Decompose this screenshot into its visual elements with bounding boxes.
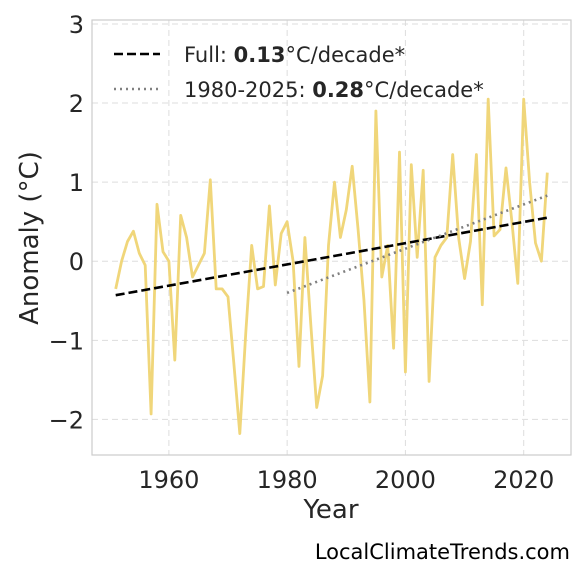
y-tick-label: 1	[69, 169, 84, 197]
legend-entry-recent: 1980-2025: 0.28°C/decade*	[184, 78, 484, 102]
series-layer	[114, 97, 549, 436]
y-tick-label: −2	[49, 406, 84, 434]
plot-frame	[91, 19, 572, 456]
x-axis-label: Year	[302, 495, 358, 525]
legend-recent-prefix: 1980-2025:	[184, 78, 312, 102]
x-tick-label: 2000	[375, 466, 436, 494]
y-tick-label: 2	[69, 90, 84, 118]
watermark: LocalClimateTrends.com	[315, 540, 570, 564]
x-tick-label: 1980	[257, 466, 318, 494]
legend-full-suffix: °C/decade*	[286, 43, 406, 67]
grid	[92, 20, 571, 455]
recent-trend-line	[286, 194, 548, 295]
x-tick-label: 1960	[138, 466, 199, 494]
y-tick-label: −1	[49, 327, 84, 355]
legend-recent-value: 0.28	[312, 78, 364, 102]
full-trend-line	[115, 216, 548, 297]
anomaly-line	[114, 97, 549, 436]
legend: Full: 0.13°C/decade* 1980-2025: 0.28°C/d…	[114, 43, 484, 102]
tick-labels: 1960 1980 2000 2020 −2 −1 0 1 2 3	[49, 11, 555, 494]
legend-recent-suffix: °C/decade*	[364, 78, 484, 102]
legend-full-prefix: Full:	[184, 43, 234, 67]
legend-full-value: 0.13	[234, 43, 286, 67]
legend-entry-full: Full: 0.13°C/decade*	[184, 43, 405, 67]
y-tick-label: 3	[69, 11, 84, 39]
x-tick-label: 2020	[493, 466, 554, 494]
y-axis-label: Anomaly (°C)	[15, 151, 45, 325]
y-tick-label: 0	[69, 248, 84, 276]
